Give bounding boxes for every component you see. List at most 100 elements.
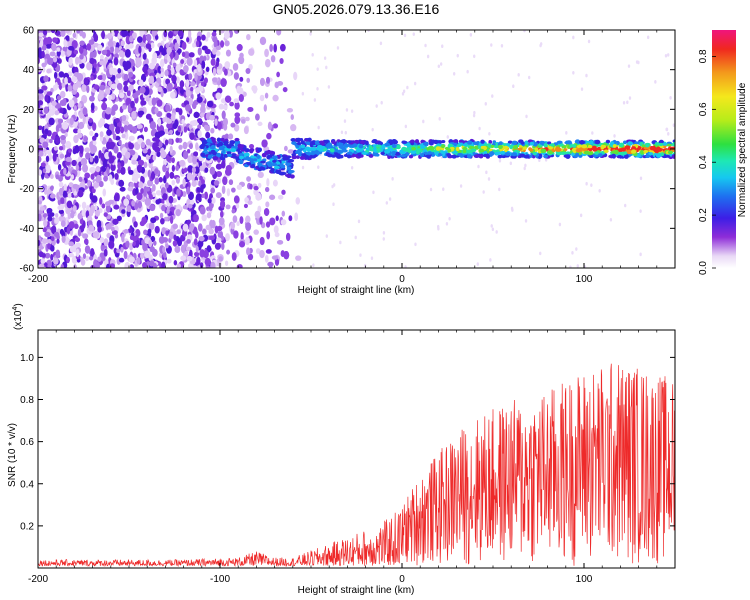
spectrogram-cell	[78, 111, 84, 119]
spectrogram-cell	[177, 30, 184, 37]
spectrogram-signal-cell	[237, 159, 244, 163]
spectrogram-signal-cell	[210, 149, 216, 154]
spectrogram-signal-cell	[490, 144, 495, 148]
spectrogram-signal-cell	[483, 151, 488, 155]
spectrogram-cell	[238, 94, 244, 102]
spectrogram-signal-cell	[624, 145, 631, 150]
spectrogram-cell	[197, 47, 202, 56]
spectrogram-signal-cell	[273, 165, 280, 170]
spectrogram-cell	[264, 58, 271, 68]
spectrogram-cell	[205, 224, 211, 231]
colorbar-tick-label: 0.4	[698, 155, 709, 169]
spectrogram-panel: -200 -100 0 100 60 40 20 0 -20 -40 -60 Height of s…	[7, 26, 676, 296]
spectrogram-cell	[225, 165, 232, 172]
spectrogram-signal-cell	[571, 152, 575, 157]
spectrogram-cell	[215, 171, 223, 178]
spectrogram-signal-cell	[617, 154, 622, 158]
spectrogram-cell	[195, 193, 201, 201]
spectrogram-cell	[38, 101, 41, 109]
spectrogram-cell	[228, 133, 234, 140]
spectrogram-cell	[214, 225, 219, 234]
spectrogram-cell	[186, 186, 191, 195]
spectrogram-cell	[188, 191, 194, 201]
spectrogram-signal-cell	[572, 148, 577, 154]
spectrogram-cell	[115, 73, 122, 79]
spectrogram-cell	[140, 175, 144, 184]
spectrogram-cell	[128, 169, 134, 175]
spectrogram-cell	[276, 81, 284, 86]
spectrogram-cell	[118, 139, 122, 146]
x-tick-label: -100	[210, 274, 230, 285]
spectrogram-cell	[185, 79, 190, 88]
spectrogram-cell	[323, 56, 327, 60]
spectrogram-signal-cell	[618, 143, 624, 147]
spectrogram-signal-cell	[497, 154, 503, 159]
spectrogram-cell	[158, 177, 163, 183]
spectrogram-signal-cell	[446, 153, 451, 157]
y-tick-label: -60	[20, 264, 35, 275]
spectrogram-cell	[175, 165, 180, 171]
spectrogram-cell	[437, 224, 440, 229]
spectrogram-cell	[85, 256, 89, 262]
spectrogram-cell	[84, 147, 91, 153]
spectrogram-cell	[131, 159, 137, 165]
spectrogram-cell	[90, 75, 94, 81]
spectrogram-cell	[45, 155, 50, 163]
spectrogram-signal-cell	[218, 141, 224, 147]
spectrogram-cell	[124, 261, 131, 268]
spectrogram-cell	[103, 238, 109, 246]
spectrogram-cell	[171, 164, 175, 172]
spectrogram-cell	[93, 84, 99, 90]
spectrogram-cell	[426, 54, 430, 59]
spectrogram-cell	[93, 62, 97, 69]
spectrogram-cell	[137, 159, 145, 166]
spectrogram-cell	[147, 228, 152, 235]
spectrogram-cell	[215, 60, 220, 68]
spectrogram-cell	[510, 206, 514, 211]
spectrogram-cell	[167, 54, 171, 63]
spectrogram-cell	[99, 117, 106, 127]
spectrogram-cell	[74, 56, 80, 65]
spectrogram-cell	[102, 73, 107, 81]
spectrogram-cell	[171, 157, 175, 164]
spectrogram-cell	[273, 43, 277, 53]
spectrogram-cell	[182, 167, 188, 173]
spectrogram-cell	[103, 248, 108, 257]
spectrogram-cell	[77, 212, 83, 220]
spectrogram-signal-cell	[387, 154, 391, 160]
spectrogram-cell	[137, 36, 143, 43]
spectrogram-cell	[120, 166, 126, 175]
spectrogram-cell	[127, 124, 134, 131]
spectrogram-cell	[86, 62, 93, 71]
spectrogram-cell	[216, 67, 223, 76]
spectrogram-cell	[317, 125, 320, 130]
spectrogram-cell	[42, 66, 46, 73]
spectrogram-cell	[243, 126, 249, 135]
spectrogram-signal-cell	[279, 163, 284, 168]
spectrogram-cell	[251, 85, 258, 92]
spectrogram-cell	[635, 60, 639, 64]
spectrogram-cell	[257, 171, 264, 179]
spectrogram-cell	[238, 240, 246, 248]
spectrogram-cell	[41, 44, 47, 51]
spectrogram-cell	[38, 169, 43, 176]
spectrogram-cell	[111, 31, 115, 37]
spectrogram-cell	[195, 87, 201, 95]
spectrogram-cell	[74, 237, 80, 242]
spectrogram-cell	[527, 75, 531, 80]
spectrogram-cell	[173, 30, 179, 35]
spectrogram-cell	[38, 89, 44, 94]
spectrogram-cell	[204, 48, 211, 55]
spectrogram-signal-cell	[257, 147, 263, 153]
spectrogram-cell	[288, 215, 293, 222]
spectrogram-cell	[439, 62, 443, 66]
spectrogram-cell	[282, 86, 288, 93]
spectrogram-signal-cell	[290, 137, 296, 142]
spectrogram-signal-cell	[441, 140, 446, 144]
spectrogram-cell	[59, 90, 66, 99]
spectrogram-cell	[223, 30, 230, 40]
spectrogram-signal-cell	[216, 137, 221, 142]
spectrogram-cell	[281, 189, 286, 195]
spectrogram-cell	[78, 46, 84, 55]
spectrogram-cell	[118, 257, 125, 263]
